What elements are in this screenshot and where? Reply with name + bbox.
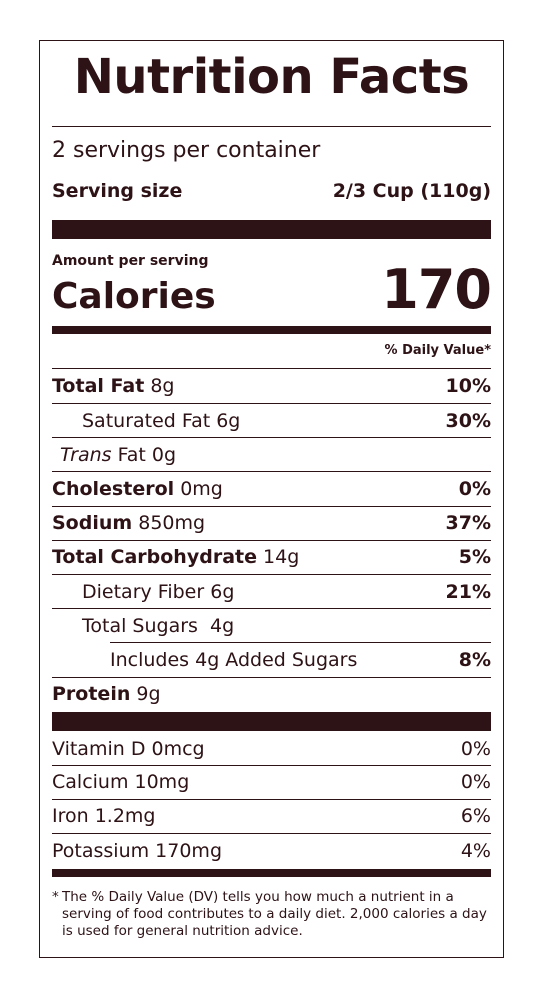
nutrient-amount: 6g xyxy=(210,581,235,603)
vitamin-name: Calcium 10mg xyxy=(52,771,190,793)
vitamin-row-potassium: Potassium 170mg 4% xyxy=(52,834,491,868)
divider xyxy=(52,540,491,541)
servings-per-container: 2 servings per container xyxy=(52,138,321,163)
vitamin-row-vitamin-d: Vitamin D 0mcg 0% xyxy=(52,732,491,766)
nutrient-row-sodium: Sodium 850mg 37% xyxy=(52,506,491,540)
nutrient-name: Total Sugars xyxy=(82,615,198,637)
divider xyxy=(52,608,491,609)
vitamin-name: Potassium 170mg xyxy=(52,840,222,862)
nutrient-amount: 8g xyxy=(150,375,175,397)
vitamin-name: Vitamin D 0mcg xyxy=(52,738,205,760)
nutrient-row-added-sugars: Includes 4g Added Sugars 8% xyxy=(52,643,491,677)
divider xyxy=(52,437,491,438)
footnote-asterisk: * xyxy=(52,889,59,905)
vitamin-row-calcium: Calcium 10mg 0% xyxy=(52,765,491,799)
label-content: Nutrition Facts 2 servings per container… xyxy=(52,41,492,957)
vitamin-dv: 0% xyxy=(460,738,491,760)
nutrient-row-total-carbohydrate: Total Carbohydrate 14g 5% xyxy=(52,540,491,574)
footnote-text: The % Daily Value (DV) tells you how muc… xyxy=(62,889,487,939)
divider xyxy=(52,126,491,127)
nutrient-row-total-fat: Total Fat 8g 10% xyxy=(52,369,491,403)
thick-divider xyxy=(52,220,491,239)
nutrient-row-trans-fat: Trans Fat 0g xyxy=(52,438,491,472)
divider xyxy=(52,833,491,834)
nutrient-amount: 0mg xyxy=(180,478,223,500)
nutrient-row-cholesterol: Cholesterol 0mg 0% xyxy=(52,472,491,506)
daily-value-header: % Daily Value* xyxy=(384,343,491,358)
vitamin-name: Iron 1.2mg xyxy=(52,805,156,827)
medium-divider xyxy=(52,326,491,334)
nutrient-name: Dietary Fiber xyxy=(82,581,205,603)
nutrient-row-protein: Protein 9g xyxy=(52,677,491,711)
calories-row: Calories 170 xyxy=(52,258,492,321)
serving-size-value: 2/3 Cup (110g) xyxy=(332,180,491,202)
nutrient-row-total-sugars: Total Sugars 4g xyxy=(52,609,491,643)
nutrient-dv: 21% xyxy=(445,581,491,603)
footnote: * The % Daily Value (DV) tells you how m… xyxy=(52,889,491,940)
divider xyxy=(52,403,491,404)
nutrient-name: Protein xyxy=(52,683,131,705)
label-title: Nutrition Facts xyxy=(73,49,470,105)
nutrient-row-dietary-fiber: Dietary Fiber 6g 21% xyxy=(52,575,491,609)
nutrient-row-saturated-fat: Saturated Fat 6g 30% xyxy=(52,404,491,438)
divider xyxy=(52,765,491,766)
nutrient-dv: 37% xyxy=(445,512,491,534)
medium-divider xyxy=(52,869,491,877)
nutrient-dv: 5% xyxy=(458,546,491,568)
divider xyxy=(52,506,491,507)
nutrient-name: Total Carbohydrate xyxy=(52,546,257,568)
divider xyxy=(52,471,491,472)
divider xyxy=(52,368,491,369)
nutrient-name: Total Fat xyxy=(52,375,145,397)
nutrient-amount: 0g xyxy=(151,444,177,466)
nutrient-dv: 8% xyxy=(458,649,491,671)
nutrient-name: Sodium xyxy=(52,512,133,534)
vitamin-dv: 0% xyxy=(460,771,491,793)
nutrition-facts-label: Nutrition Facts 2 servings per container… xyxy=(39,40,504,958)
calories-label: Calories xyxy=(52,276,216,317)
nutrient-name: Includes 4g Added Sugars xyxy=(110,649,358,671)
nutrient-dv: 30% xyxy=(445,410,491,432)
nutrient-dv: 10% xyxy=(445,375,491,397)
divider xyxy=(52,574,491,575)
divider xyxy=(52,677,491,678)
vitamin-dv: 4% xyxy=(460,840,491,862)
nutrient-name: Cholesterol xyxy=(52,478,175,500)
nutrient-name-prefix: Trans xyxy=(60,444,112,466)
vitamin-row-iron: Iron 1.2mg 6% xyxy=(52,799,491,833)
vitamin-dv: 6% xyxy=(460,805,491,827)
nutrient-amount: 9g xyxy=(136,683,161,705)
divider xyxy=(52,799,491,800)
calories-value: 170 xyxy=(381,258,492,321)
serving-size-label: Serving size xyxy=(52,180,183,202)
nutrient-name: Saturated Fat xyxy=(82,410,211,432)
divider xyxy=(110,642,491,643)
thick-divider xyxy=(52,712,491,731)
nutrient-amount: 6g xyxy=(216,410,241,432)
amount-per-serving: Amount per serving xyxy=(52,253,209,269)
serving-size-row: Serving size 2/3 Cup (110g) xyxy=(52,180,491,202)
nutrient-dv: 0% xyxy=(458,478,491,500)
nutrient-amount: 850mg xyxy=(138,512,206,534)
nutrient-name: Fat xyxy=(117,444,146,466)
nutrient-amount: 4g xyxy=(210,615,235,637)
nutrient-amount: 14g xyxy=(263,546,300,568)
